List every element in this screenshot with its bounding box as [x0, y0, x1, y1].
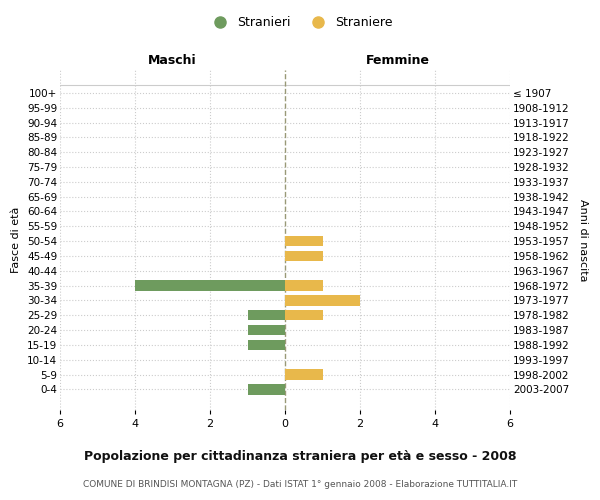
Bar — [248, 310, 285, 320]
Text: Femmine: Femmine — [365, 54, 430, 68]
Bar — [135, 280, 285, 291]
Y-axis label: Anni di nascita: Anni di nascita — [578, 198, 588, 281]
Text: Popolazione per cittadinanza straniera per età e sesso - 2008: Popolazione per cittadinanza straniera p… — [84, 450, 516, 463]
Legend: Stranieri, Straniere: Stranieri, Straniere — [202, 11, 398, 34]
Bar — [285, 370, 323, 380]
Text: Maschi: Maschi — [148, 54, 197, 68]
Bar — [285, 295, 360, 306]
Bar — [285, 310, 323, 320]
Bar — [248, 325, 285, 335]
Bar — [248, 384, 285, 394]
Text: COMUNE DI BRINDISI MONTAGNA (PZ) - Dati ISTAT 1° gennaio 2008 - Elaborazione TUT: COMUNE DI BRINDISI MONTAGNA (PZ) - Dati … — [83, 480, 517, 489]
Bar — [285, 236, 323, 246]
Y-axis label: Fasce di età: Fasce di età — [11, 207, 22, 273]
Bar — [285, 280, 323, 291]
Bar — [285, 250, 323, 261]
Bar — [248, 340, 285, 350]
